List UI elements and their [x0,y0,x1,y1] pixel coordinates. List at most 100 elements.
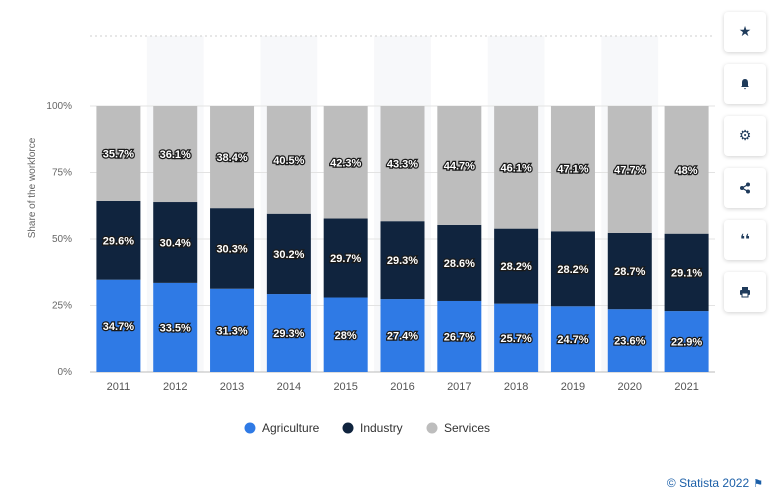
data-label: 29.7% [330,253,361,265]
quote-icon: ❛❛ [740,232,750,248]
settings-button[interactable]: ⚙ [724,116,766,156]
bar-services[interactable] [380,106,425,222]
data-label: 26.7% [444,331,475,343]
star-icon: ★ [738,24,752,40]
bar-services[interactable] [664,106,709,234]
legend-marker [244,422,256,434]
bar-agriculture[interactable] [494,303,539,372]
notification-button[interactable] [724,64,766,104]
data-label: 34.7% [103,321,134,333]
data-label: 28% [335,330,357,342]
data-label: 38.4% [216,152,247,164]
bar-agriculture[interactable] [153,282,198,372]
x-tick-label: 2016 [390,381,414,393]
data-label: 44.7% [444,160,475,172]
data-label: 48% [676,165,698,177]
bar-industry[interactable] [607,232,652,310]
favorite-button[interactable]: ★ [724,12,766,52]
x-tick-label: 2018 [504,381,528,393]
data-label: 25.7% [501,333,532,345]
bar-agriculture[interactable] [380,299,425,372]
bell-icon [741,79,749,90]
credit-text[interactable]: © Statista 2022 [666,476,750,490]
data-label: 29.3% [387,255,418,267]
bar-industry[interactable] [153,202,198,283]
gear-icon: ⚙ [738,128,752,144]
bar-industry[interactable] [550,231,595,307]
data-label: 24.7% [557,334,588,346]
bar-industry[interactable] [210,208,255,289]
data-label: 33.5% [160,322,191,334]
bar-industry[interactable] [96,200,141,280]
bar-agriculture[interactable] [210,288,255,372]
bar-agriculture[interactable] [437,300,482,372]
bar-agriculture[interactable] [607,309,652,372]
bar-industry[interactable] [380,221,425,300]
y-tick-label: 50% [52,234,72,245]
share-button[interactable] [724,168,766,208]
bar-agriculture[interactable] [550,306,595,372]
legend-marker [426,422,438,434]
bar-agriculture[interactable] [96,279,141,372]
data-label: 36.1% [160,149,191,161]
bar-industry[interactable] [437,224,482,301]
legend-label[interactable]: Agriculture [262,421,320,435]
x-tick-label: 2012 [163,381,187,393]
data-label: 35.7% [103,148,134,160]
chart: 34.7% 29.6% 35.7% 33.5% 30.4% 36.1% 31.3% 30.3%… [27,35,715,435]
data-label: 46.1% [501,162,532,174]
data-label: 28.7% [614,266,645,278]
legend-label[interactable]: Services [444,421,490,435]
print-icon [740,287,750,298]
x-tick-label: 2011 [107,381,131,393]
bar-industry[interactable] [664,233,709,312]
bar-industry[interactable] [494,228,539,304]
data-label: 40.5% [273,155,304,167]
print-button[interactable] [724,272,766,312]
legend-marker [342,422,354,434]
bar-services[interactable] [437,106,482,225]
bar-services[interactable] [494,106,539,229]
x-tick-label: 2019 [561,381,585,393]
bar-industry[interactable] [323,218,368,298]
data-label: 23.6% [614,336,645,348]
bar-services[interactable] [96,106,141,201]
bar-agriculture[interactable] [323,297,368,372]
data-label: 43.3% [387,159,418,171]
side-toolbar: ★ ⚙ ❛❛ [724,12,768,324]
y-tick-label: 0% [58,367,73,378]
share-icon [740,182,750,194]
bar-services[interactable] [210,106,255,209]
legend-label[interactable]: Industry [360,421,403,435]
cite-button[interactable]: ❛❛ [724,220,766,260]
bar-services[interactable] [607,106,652,233]
bar-agriculture[interactable] [664,311,709,372]
data-label: 42.3% [330,157,361,169]
flag-icon: ⚑ [753,477,763,490]
data-label: 28.2% [557,264,588,276]
data-label: 29.1% [671,267,702,279]
data-label: 29.6% [103,235,134,247]
x-tick-label: 2017 [447,381,471,393]
copyright-credit[interactable]: © Statista 2022 ⚑ [667,476,763,490]
x-tick-label: 2015 [333,381,357,393]
data-label: 27.4% [387,331,418,343]
data-label: 28.2% [501,261,532,273]
x-tick-label: 2013 [220,381,244,393]
data-label: 30.3% [216,243,247,255]
y-tick-label: 100% [46,101,72,112]
bar-services[interactable] [153,106,198,203]
bar-agriculture[interactable] [266,294,311,372]
bar-services[interactable] [323,106,368,219]
bar-industry[interactable] [266,213,311,295]
bar-services[interactable] [266,106,311,214]
bar-services[interactable] [550,106,595,232]
data-label: 31.3% [216,325,247,337]
data-label: 29.3% [273,328,304,340]
data-label: 28.6% [444,258,475,270]
x-tick-label: 2014 [277,381,301,393]
data-label: 47.1% [557,164,588,176]
data-label: 30.2% [273,249,304,261]
x-tick-label: 2021 [674,381,698,393]
y-tick-label: 25% [52,301,72,312]
